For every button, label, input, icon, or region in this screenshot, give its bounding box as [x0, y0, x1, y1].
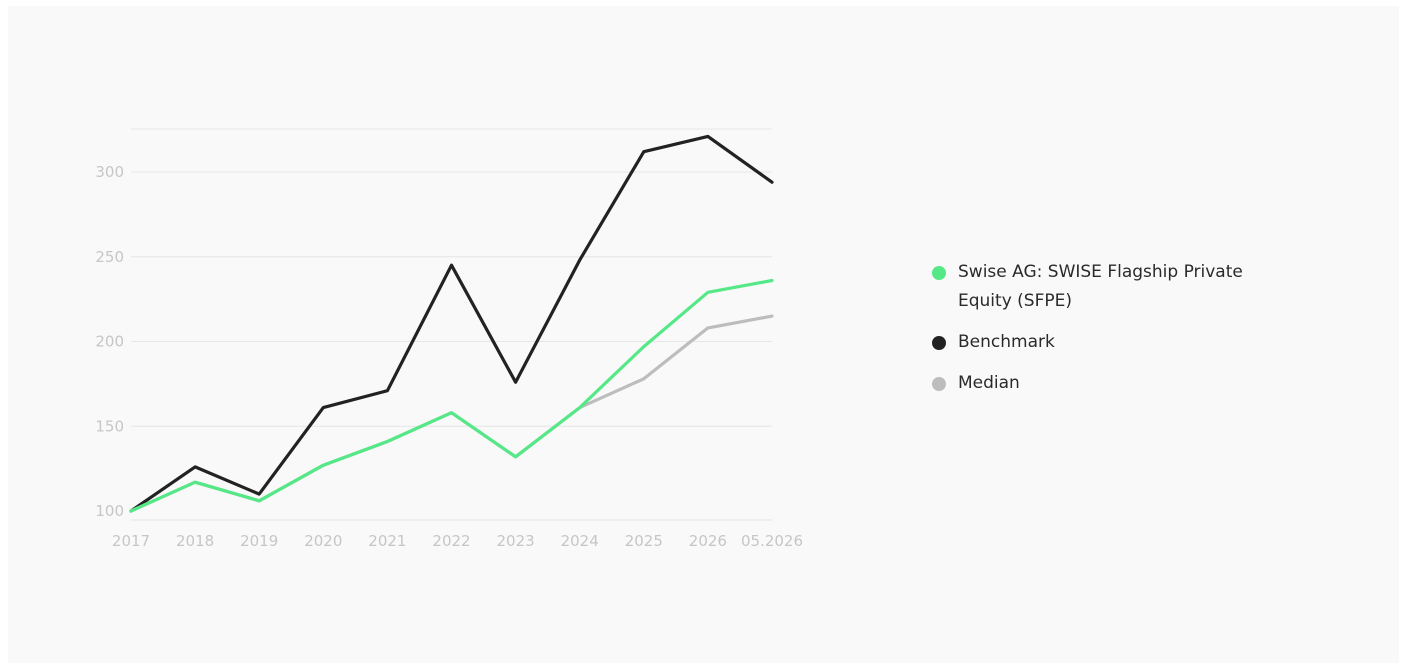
x-tick-label: 2018 [176, 532, 214, 550]
y-tick-label: 200 [95, 333, 124, 351]
x-tick-label: 2022 [432, 532, 470, 550]
chart-panel [8, 6, 1399, 663]
y-axis-ticks: 100 150 200 250 300 [95, 163, 124, 520]
legend-marker-median [932, 377, 946, 391]
series-lines [129, 134, 774, 513]
series-line-sfpe [129, 278, 774, 513]
x-tick-label: 2021 [368, 532, 406, 550]
legend-label-median: Median [958, 373, 1020, 393]
x-tick-label: 2024 [561, 532, 599, 550]
y-tick-label: 150 [95, 417, 124, 435]
y-tick-label: 100 [95, 502, 124, 520]
legend-marker-benchmark [932, 336, 946, 350]
x-tick-label: 2026 [689, 532, 727, 550]
legend-item-median[interactable]: Median [930, 369, 1250, 398]
x-tick-label: 2025 [625, 532, 663, 550]
x-tick-label: 2020 [304, 532, 342, 550]
legend-label-sfpe: Swise AG: SWISE Flagship Private Equity … [958, 262, 1243, 311]
x-tick-label: 05.2026 [741, 532, 803, 550]
legend-marker-sfpe [932, 266, 946, 280]
x-axis-ticks: 2017 2018 2019 2020 2021 2022 2023 2024 2025 2026… [112, 532, 803, 550]
legend-label-benchmark: Benchmark [958, 332, 1055, 352]
x-tick-label: 2019 [240, 532, 278, 550]
series-line-benchmark [129, 134, 774, 513]
x-tick-label: 2017 [112, 532, 150, 550]
legend-item-sfpe[interactable]: Swise AG: SWISE Flagship Private Equity … [930, 258, 1250, 316]
y-tick-label: 250 [95, 248, 124, 266]
legend: Swise AG: SWISE Flagship Private Equity … [930, 258, 1250, 410]
legend-item-benchmark[interactable]: Benchmark [930, 328, 1250, 357]
grid-lines [131, 128, 772, 521]
x-tick-label: 2023 [497, 532, 535, 550]
y-tick-label: 300 [95, 163, 124, 181]
